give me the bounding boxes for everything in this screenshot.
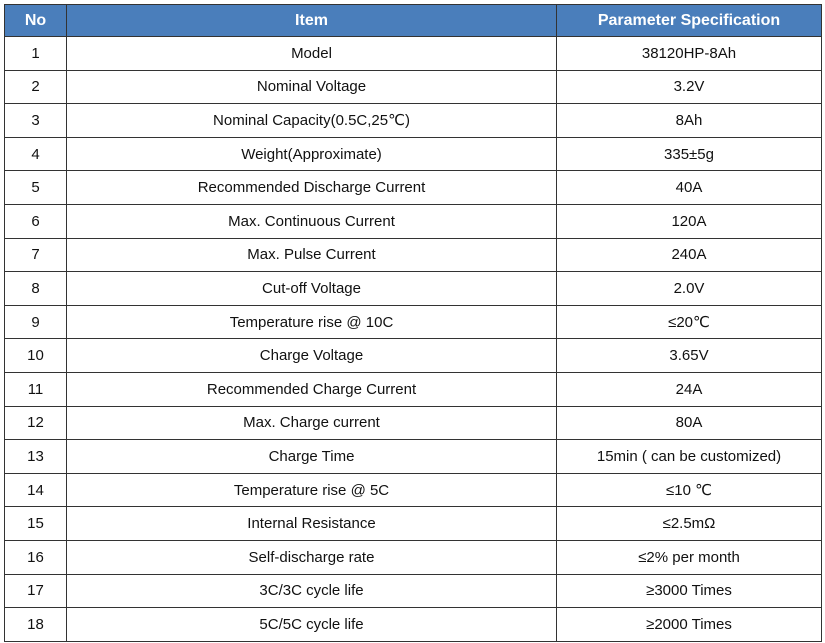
table-cell: Cut-off Voltage [66,271,557,306]
table-cell: 120A [556,203,822,239]
table-row: 7 Max. Pulse Current 240A [4,237,822,273]
table-cell: 38120HP-8Ah [556,36,822,71]
table-cell: ≤2% per month [556,539,822,575]
table-cell: Nominal Capacity(0.5C,25℃) [66,103,557,138]
table-row: 10 Charge Voltage 3.65V [4,338,822,373]
table-row: 17 3C/3C cycle life ≥3000 Times [4,573,822,609]
table-row: 15 Internal Resistance ≤2.5mΩ [4,506,822,541]
table-cell: 3 [4,103,67,138]
table-row: 11 Recommended Charge Current 24A [4,371,822,407]
table-row: 4 Weight(Approximate) 335±5g [4,136,822,172]
table-cell: 12 [4,405,67,441]
table-cell: 13 [4,439,67,474]
header-cell: Parameter Specification [556,4,822,37]
table-row: 14 Temperature rise @ 5C ≤10 ℃ [4,472,822,508]
table-cell: 80A [556,405,822,441]
table-cell: 6 [4,203,67,239]
table-cell: 240A [556,237,822,273]
table-cell: 8Ah [556,103,822,138]
table-cell: Nominal Voltage [66,69,557,105]
header-row: No Item Parameter Specification [4,4,822,37]
table-cell: ≤10 ℃ [556,472,822,508]
table-cell: Weight(Approximate) [66,136,557,172]
table-row: 8 Cut-off Voltage 2.0V [4,271,822,306]
table-row: 12 Max. Charge current 80A [4,405,822,441]
spec-table: No Item Parameter Specification 1 Model 38… [4,4,822,642]
table-cell: 1 [4,36,67,71]
table-cell: 2 [4,69,67,105]
table-row: 9 Temperature rise @ 10C ≤20℃ [4,304,822,340]
table-cell: 8 [4,271,67,306]
table-cell: 4 [4,136,67,172]
header-cell: No [4,4,67,37]
table-cell: 3C/3C cycle life [66,573,557,609]
table-cell: 5 [4,170,67,205]
table-cell: 15min ( can be customized) [556,439,822,474]
table-row: 6 Max. Continuous Current 120A [4,203,822,239]
table-row: 3 Nominal Capacity(0.5C,25℃) 8Ah [4,103,822,138]
table-row: 2 Nominal Voltage 3.2V [4,69,822,105]
table-cell: ≥3000 Times [556,573,822,609]
table-row: 18 5C/5C cycle life ≥2000 Times [4,607,822,642]
table-cell: 335±5g [556,136,822,172]
table-cell: ≤2.5mΩ [556,506,822,541]
spec-table-wrap: No Item Parameter Specification 1 Model 38… [4,4,822,642]
table-row: 5 Recommended Discharge Current 40A [4,170,822,205]
table-row: 1 Model 38120HP-8Ah [4,36,822,71]
table-cell: 7 [4,237,67,273]
table-cell: 9 [4,304,67,340]
table-cell: 10 [4,338,67,373]
table-cell: Max. Charge current [66,405,557,441]
table-cell: Self-discharge rate [66,539,557,575]
table-cell: Temperature rise @ 10C [66,304,557,340]
table-cell: 17 [4,573,67,609]
table-cell: 15 [4,506,67,541]
table-row: 13 Charge Time 15min ( can be customized) [4,439,822,474]
table-cell: 24A [556,371,822,407]
table-cell: Internal Resistance [66,506,557,541]
table-cell: 18 [4,607,67,642]
table-cell: 3.65V [556,338,822,373]
table-cell: 40A [556,170,822,205]
table-cell: Model [66,36,557,71]
header-cell: Item [66,4,557,37]
table-cell: Max. Continuous Current [66,203,557,239]
table-cell: Recommended Discharge Current [66,170,557,205]
table-cell: Recommended Charge Current [66,371,557,407]
table-cell: 11 [4,371,67,407]
table-body: 1 Model 38120HP-8Ah 2 Nominal Voltage 3.2V 3 No… [4,36,822,642]
table-cell: 2.0V [556,271,822,306]
table-cell: 16 [4,539,67,575]
table-cell: ≤20℃ [556,304,822,340]
table-row: 16 Self-discharge rate ≤2% per month [4,539,822,575]
table-cell: 14 [4,472,67,508]
table-cell: Charge Time [66,439,557,474]
table-cell: Max. Pulse Current [66,237,557,273]
table-cell: Temperature rise @ 5C [66,472,557,508]
table-cell: ≥2000 Times [556,607,822,642]
table-cell: Charge Voltage [66,338,557,373]
table-cell: 3.2V [556,69,822,105]
table-cell: 5C/5C cycle life [66,607,557,642]
